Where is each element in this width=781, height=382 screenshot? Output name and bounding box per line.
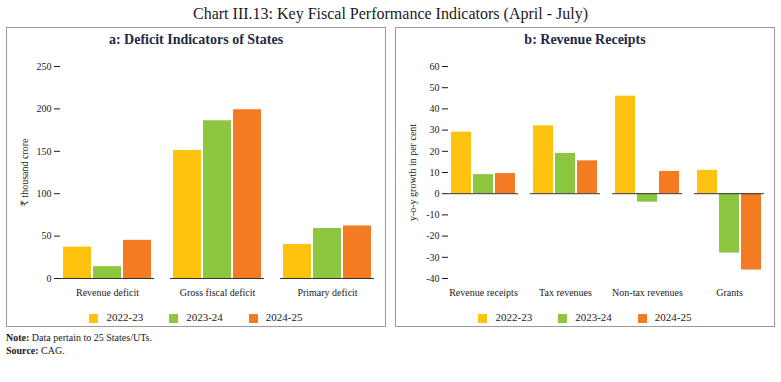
svg-text:-40: -40 bbox=[426, 273, 439, 284]
html-text:Chart III.13: Key Fiscal Perfo: Chart III.13: Key Fiscal Performance Ind… bbox=[193, 5, 588, 22]
svg-text:200: 200 bbox=[37, 103, 52, 114]
svg-text:Grants: Grants bbox=[716, 287, 743, 298]
svg-text:40: 40 bbox=[430, 103, 440, 114]
svg-text:Gross fiscal deficit: Gross fiscal deficit bbox=[180, 287, 256, 298]
html-text:2023-24: 2023-24 bbox=[186, 311, 223, 323]
svg-text:250: 250 bbox=[37, 61, 52, 72]
html-text:2023-24: 2023-24 bbox=[575, 311, 612, 323]
svg-text:50: 50 bbox=[430, 82, 440, 93]
svg-text:Revenue receipts: Revenue receipts bbox=[449, 287, 518, 298]
svg-text:-20: -20 bbox=[426, 230, 439, 241]
svg-text:60: 60 bbox=[430, 61, 440, 72]
svg-text:-10: -10 bbox=[426, 209, 439, 220]
svg-text:Tax revenues: Tax revenues bbox=[539, 287, 592, 298]
html-text:Source: CAG.: Source: CAG. bbox=[6, 345, 65, 356]
svg-text:-30: -30 bbox=[426, 252, 439, 263]
svg-text:y-o-y growth in per cent: y-o-y growth in per cent bbox=[407, 124, 418, 221]
svg-text:10: 10 bbox=[430, 167, 440, 178]
html-text:2024-25: 2024-25 bbox=[265, 311, 303, 323]
svg-text:₹ thousand crore: ₹ thousand crore bbox=[19, 138, 30, 207]
html-text:a: Deficit Indicators of State: a: Deficit Indicators of States bbox=[108, 32, 284, 47]
svg-text:150: 150 bbox=[37, 146, 52, 157]
svg-text:0: 0 bbox=[435, 188, 440, 199]
html-text:2022-23: 2022-23 bbox=[495, 311, 533, 323]
svg-text:50: 50 bbox=[42, 230, 52, 241]
html-text:2024-25: 2024-25 bbox=[654, 311, 692, 323]
svg-text:100: 100 bbox=[37, 188, 52, 199]
html-text:2022-23: 2022-23 bbox=[106, 311, 144, 323]
svg-text:Non-tax revenues: Non-tax revenues bbox=[612, 287, 683, 298]
svg-text:0: 0 bbox=[47, 273, 52, 284]
svg-text:30: 30 bbox=[430, 124, 440, 135]
svg-text:Revenue deficit: Revenue deficit bbox=[76, 287, 139, 298]
svg-text:20: 20 bbox=[430, 146, 440, 157]
html-text:Note: Data pertain to 25 State: Note: Data pertain to 25 States/UTs. bbox=[6, 332, 152, 343]
html-text:b: Revenue Receipts: b: Revenue Receipts bbox=[524, 32, 646, 47]
svg-text:Primary deficit: Primary deficit bbox=[297, 287, 357, 298]
